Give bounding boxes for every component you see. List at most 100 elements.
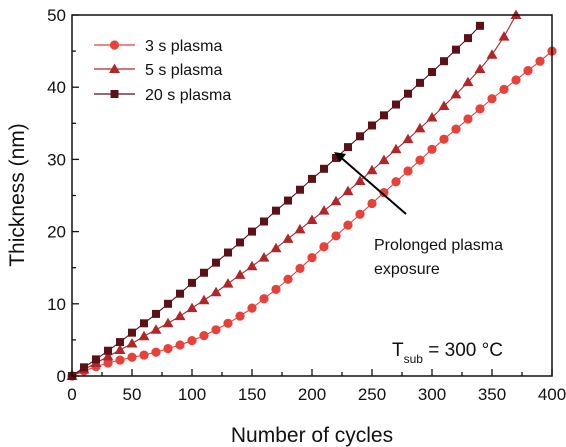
y-axis-title: Thickness (nm): [6, 123, 29, 267]
data-point-square: [476, 21, 484, 30]
data-point-triangle: [378, 154, 390, 165]
data-point-triangle: [126, 338, 138, 348]
x-tick-label: 400: [538, 385, 566, 404]
legend-entry-5s: 5 s plasma: [94, 62, 222, 79]
temp-main: T: [392, 340, 404, 361]
legend-marker-triangle: [109, 63, 120, 73]
data-point-circle: [235, 311, 245, 321]
x-tick-label: 150: [238, 385, 266, 404]
data-point-circle: [535, 56, 545, 66]
legend-label-20s: 20 s plasma: [145, 87, 231, 104]
data-point-circle: [487, 94, 497, 104]
data-point-circle: [139, 350, 149, 360]
data-point-triangle: [438, 100, 450, 110]
data-point-triangle: [366, 164, 378, 175]
data-point-square: [236, 238, 244, 247]
data-point-square: [368, 121, 376, 130]
data-point-square: [164, 299, 172, 308]
data-point-square: [320, 164, 328, 173]
data-point-circle: [211, 325, 221, 335]
data-point-square: [152, 309, 160, 318]
data-point-circle: [499, 84, 509, 94]
x-tick-label: 50: [123, 385, 142, 404]
x-tick-label: 100: [178, 385, 206, 404]
data-point-triangle: [246, 260, 258, 271]
data-point-triangle: [294, 223, 306, 234]
data-point-triangle: [402, 133, 414, 144]
data-point-circle: [379, 188, 389, 198]
data-point-square: [440, 57, 448, 66]
data-point-square: [464, 34, 472, 43]
data-point-triangle: [258, 252, 270, 262]
data-point-circle: [103, 358, 113, 368]
data-point-circle: [151, 347, 161, 357]
data-point-circle: [307, 252, 317, 263]
data-point-triangle: [222, 278, 234, 288]
data-point-circle: [319, 242, 329, 252]
data-point-square: [428, 68, 436, 77]
data-point-circle: [343, 220, 353, 230]
data-point-square: [176, 289, 184, 298]
data-point-circle: [367, 198, 377, 209]
data-point-square: [404, 89, 412, 98]
data-point-triangle: [462, 76, 474, 87]
legend: 3 s plasma 5 s plasma 20 s plasma: [94, 38, 231, 104]
data-point-circle: [355, 209, 365, 219]
data-point-triangle: [234, 269, 246, 279]
x-tick-label: 0: [67, 385, 76, 404]
data-point-circle: [283, 274, 293, 284]
data-point-triangle: [162, 317, 174, 328]
annotation: Prolonged plasma exposure: [334, 152, 503, 278]
x-tick-label: 300: [418, 385, 446, 404]
axes-layer: 0 50 100 150 200 250 300 350 400 0 10 20 30 40 50: [47, 6, 566, 404]
x-tick-label: 350: [478, 385, 506, 404]
data-point-triangle: [414, 122, 426, 133]
y-tick-label: 0: [57, 367, 66, 386]
data-point-triangle: [342, 185, 354, 196]
data-point-triangle: [102, 351, 114, 361]
data-point-square: [92, 355, 100, 364]
y-tick-label: 20: [47, 223, 66, 242]
data-point-triangle: [318, 205, 330, 215]
data-point-circle: [415, 155, 425, 165]
data-point-circle: [523, 65, 533, 76]
data-point-circle: [115, 355, 125, 365]
series-line: [71, 25, 481, 377]
data-point-triangle: [150, 324, 162, 334]
data-point-circle: [403, 166, 413, 176]
data-point-square: [188, 278, 196, 287]
annotation-text-line2: exposure: [374, 261, 440, 278]
legend-marker-circle: [109, 40, 120, 50]
data-point-circle: [247, 303, 257, 313]
data-point-square: [416, 78, 424, 87]
legend-label-3s: 3 s plasma: [145, 38, 222, 55]
data-point-triangle: [186, 302, 198, 313]
data-point-circle: [439, 134, 449, 144]
x-tick-label: 200: [298, 385, 326, 404]
data-point-triangle: [210, 286, 222, 297]
data-point-triangle: [306, 214, 318, 225]
legend-marker-square: [110, 90, 119, 98]
data-point-square: [392, 100, 400, 109]
annotation-text-line1: Prolonged plasma: [374, 237, 503, 254]
data-point-circle: [223, 318, 233, 328]
y-tick-label: 50: [47, 6, 66, 25]
data-point-square: [272, 206, 280, 215]
data-point-triangle: [198, 294, 210, 305]
data-point-triangle: [114, 344, 126, 355]
substrate-temperature-label: Tsub = 300 °C: [392, 340, 503, 366]
data-point-circle: [127, 352, 137, 362]
data-point-triangle: [390, 143, 402, 154]
data-point-square: [344, 143, 352, 152]
annotation-arrow: [337, 154, 407, 215]
data-point-triangle: [138, 330, 150, 341]
data-point-square: [200, 268, 208, 277]
data-point-triangle: [282, 233, 294, 243]
data-point-circle: [475, 104, 485, 114]
data-point-square: [140, 319, 148, 328]
data-point-triangle: [450, 88, 462, 99]
y-tick-label: 10: [47, 295, 66, 314]
data-point-triangle: [426, 112, 438, 122]
x-tick-label: 250: [358, 385, 386, 404]
